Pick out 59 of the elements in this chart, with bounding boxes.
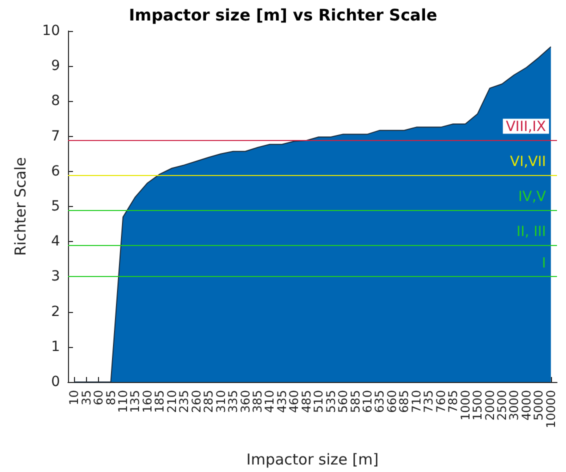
x-tick-label: 185 bbox=[152, 390, 167, 413]
x-axis-title: Impactor size [m] bbox=[246, 450, 379, 468]
x-tick-label: 3000 bbox=[507, 390, 522, 421]
ref-line-label: IV,V bbox=[518, 189, 546, 206]
y-tick-label: 0 bbox=[51, 374, 60, 390]
y-tick-label: 2 bbox=[51, 304, 60, 320]
y-axis-title: Richter Scale bbox=[12, 157, 30, 256]
x-tick-label: 760 bbox=[434, 390, 448, 413]
x-tick-label: 160 bbox=[140, 390, 154, 413]
x-tick-label: 685 bbox=[397, 390, 412, 413]
y-tick-label: 7 bbox=[51, 128, 60, 144]
x-tick-label: 1000 bbox=[458, 390, 472, 421]
y-tick-label: 8 bbox=[51, 93, 60, 110]
x-tick-label: 5000 bbox=[532, 390, 546, 421]
x-tick-label: 310 bbox=[214, 390, 228, 413]
ref-line-label: I bbox=[542, 256, 546, 272]
x-tick-label: 585 bbox=[348, 390, 362, 413]
x-tick-label: 335 bbox=[226, 390, 240, 413]
x-tick-label: 635 bbox=[372, 390, 387, 413]
x-tick-label: 260 bbox=[189, 390, 204, 413]
x-tick-label: 535 bbox=[324, 390, 338, 413]
x-tick-label: 785 bbox=[446, 390, 460, 413]
x-tick-label: 2500 bbox=[494, 390, 509, 421]
y-tick-label: 5 bbox=[51, 198, 60, 214]
ref-line-label: VI,VII bbox=[510, 154, 546, 170]
x-tick-label: 485 bbox=[299, 390, 314, 413]
x-tick-label: 660 bbox=[384, 390, 399, 413]
chart-title: Impactor size [m] vs Richter Scale bbox=[128, 6, 438, 24]
x-tick-label: 435 bbox=[274, 390, 289, 413]
x-tick-label: 735 bbox=[422, 390, 436, 413]
ref-line-label: VIII,IX bbox=[506, 118, 546, 135]
x-tick-label: 710 bbox=[409, 390, 424, 413]
x-tick-label: 510 bbox=[312, 390, 326, 413]
y-tick-label: 9 bbox=[51, 58, 60, 74]
x-tick-label: 85 bbox=[104, 390, 118, 406]
y-tick-label: 3 bbox=[51, 268, 60, 285]
y-tick-label: 6 bbox=[51, 163, 60, 180]
x-tick-label: 60 bbox=[92, 390, 106, 406]
x-tick-label: 560 bbox=[336, 390, 350, 413]
x-tick-label: 135 bbox=[128, 390, 142, 413]
x-tick-label: 360 bbox=[238, 390, 252, 413]
x-tick-label: 235 bbox=[177, 390, 192, 413]
x-tick-label: 1500 bbox=[470, 390, 485, 421]
x-tick-label: 110 bbox=[116, 390, 130, 413]
x-tick-label: 385 bbox=[250, 390, 264, 413]
x-tick-label: 410 bbox=[262, 390, 277, 413]
y-tick-label: 4 bbox=[51, 234, 60, 250]
y-tick-label: 1 bbox=[51, 338, 60, 355]
x-tick-label: 460 bbox=[287, 390, 302, 413]
x-tick-label: 610 bbox=[360, 390, 375, 413]
x-tick-label: 4000 bbox=[519, 390, 534, 421]
x-tick-label: 10 bbox=[67, 390, 82, 406]
x-tick-label: 210 bbox=[164, 390, 179, 413]
x-tick-label: 2000 bbox=[482, 390, 497, 421]
y-tick-label: 10 bbox=[42, 23, 60, 39]
ref-line-label: II, III bbox=[516, 224, 546, 240]
x-tick-label: 35 bbox=[79, 390, 94, 406]
x-tick-label: 10000 bbox=[544, 390, 558, 428]
x-tick-label: 285 bbox=[202, 390, 216, 413]
